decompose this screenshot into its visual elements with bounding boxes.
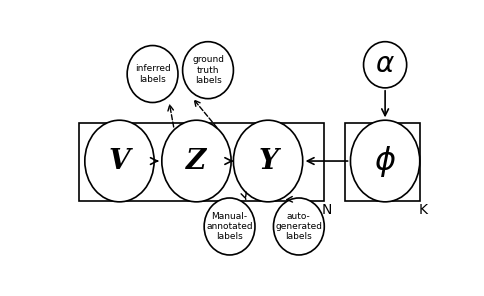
Text: N: N: [322, 202, 333, 217]
Ellipse shape: [182, 42, 233, 99]
Text: Y: Y: [258, 147, 278, 175]
Ellipse shape: [273, 198, 324, 255]
Bar: [345, 123, 420, 201]
Ellipse shape: [85, 120, 154, 202]
Ellipse shape: [233, 120, 302, 202]
Ellipse shape: [350, 120, 420, 202]
Text: inferred
labels: inferred labels: [135, 64, 170, 84]
Text: auto-
generated
labels: auto- generated labels: [275, 212, 322, 241]
Text: Z: Z: [186, 147, 207, 175]
Ellipse shape: [204, 198, 255, 255]
Text: K: K: [418, 202, 427, 217]
Bar: [78, 123, 323, 201]
Text: $\phi$: $\phi$: [374, 144, 396, 178]
Text: $\alpha$: $\alpha$: [375, 51, 395, 78]
Text: Manual-
annotated
labels: Manual- annotated labels: [206, 212, 253, 241]
Ellipse shape: [127, 46, 178, 102]
Ellipse shape: [162, 120, 231, 202]
Ellipse shape: [363, 42, 407, 88]
Text: V: V: [109, 147, 130, 175]
Text: ground
truth
labels: ground truth labels: [192, 55, 224, 85]
